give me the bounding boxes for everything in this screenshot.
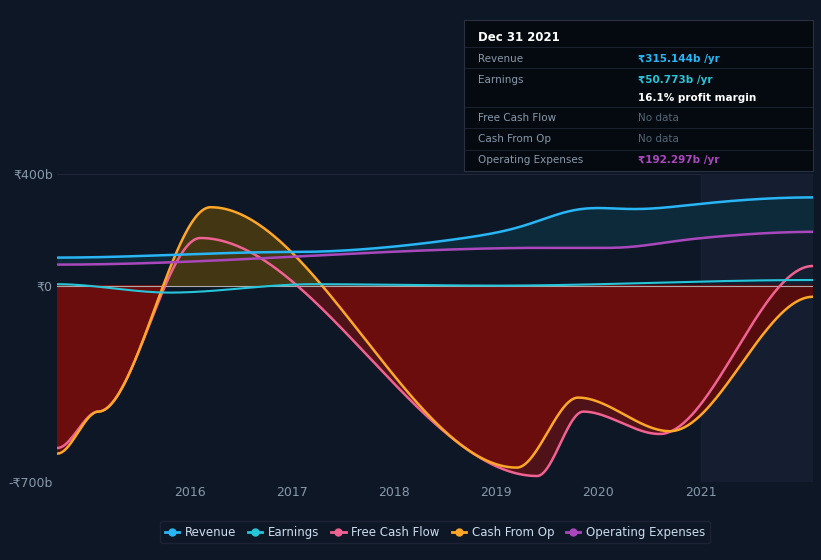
Text: Free Cash Flow: Free Cash Flow (478, 113, 556, 123)
Text: No data: No data (639, 134, 679, 144)
Text: Earnings: Earnings (478, 75, 523, 85)
Text: Operating Expenses: Operating Expenses (478, 155, 583, 165)
Bar (700, 174, 813, 482)
Legend: Revenue, Earnings, Free Cash Flow, Cash From Op, Operating Expenses: Revenue, Earnings, Free Cash Flow, Cash … (160, 521, 710, 543)
Text: ₹192.297b /yr: ₹192.297b /yr (639, 155, 720, 165)
Text: ₹315.144b /yr: ₹315.144b /yr (639, 54, 720, 64)
Text: No data: No data (639, 113, 679, 123)
Text: 16.1% profit margin: 16.1% profit margin (639, 93, 757, 103)
Text: ₹50.773b /yr: ₹50.773b /yr (639, 75, 713, 85)
Text: Cash From Op: Cash From Op (478, 134, 551, 144)
Text: Dec 31 2021: Dec 31 2021 (478, 31, 560, 44)
Text: Revenue: Revenue (478, 54, 523, 64)
